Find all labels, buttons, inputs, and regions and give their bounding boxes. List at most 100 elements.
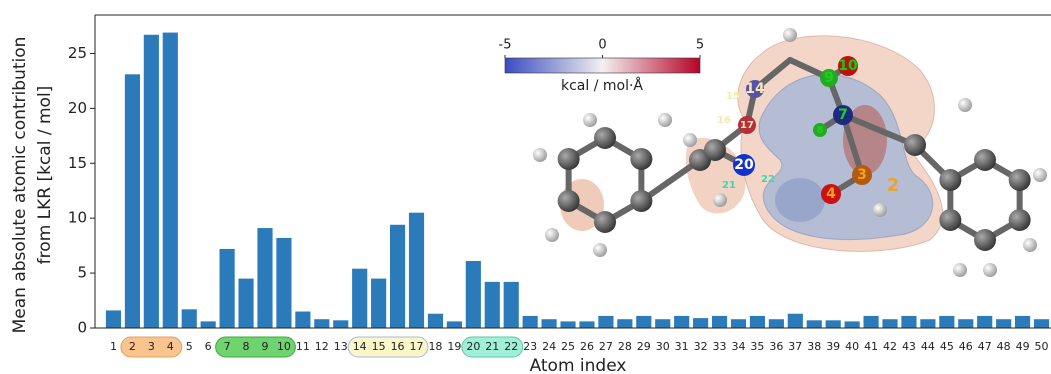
bar xyxy=(504,282,519,328)
bar xyxy=(977,316,992,328)
x-tick-label: 21 xyxy=(485,340,499,353)
bar xyxy=(220,249,235,328)
bar xyxy=(674,316,689,328)
x-tick-label: 41 xyxy=(864,340,878,353)
hydrogen-atom xyxy=(533,148,547,162)
colorbar-tick-label: 5 xyxy=(696,38,704,53)
carbon-atom xyxy=(594,211,616,233)
carbon-atom xyxy=(630,148,652,170)
atom-label: 22 xyxy=(761,174,775,185)
bar xyxy=(466,261,481,328)
bar xyxy=(901,316,916,328)
carbon-atom xyxy=(974,149,996,171)
bar xyxy=(693,318,708,328)
bar xyxy=(826,320,841,328)
atom-label: 4 xyxy=(826,186,836,202)
x-tick-label: 24 xyxy=(542,340,556,353)
x-tick-label: 34 xyxy=(731,340,745,353)
y-axis-label: from LKR [kcal / mol] xyxy=(35,86,55,265)
x-tick-label: 7 xyxy=(224,340,231,353)
atom-label: 17 xyxy=(740,120,754,131)
x-tick-label: 28 xyxy=(618,340,632,353)
bar xyxy=(106,310,121,328)
hydrogen-atom xyxy=(713,193,727,207)
x-tick-label: 47 xyxy=(978,340,992,353)
carbon-atom xyxy=(939,209,961,231)
x-tick-label: 8 xyxy=(243,340,250,353)
bar xyxy=(371,279,386,328)
carbon-atom xyxy=(558,148,580,170)
atom-label: 15 xyxy=(726,91,740,102)
x-tick-label: 19 xyxy=(447,340,461,353)
atom-label: 2 xyxy=(887,175,900,196)
bar xyxy=(996,319,1011,328)
carbon-atom xyxy=(1009,169,1031,191)
bar xyxy=(276,238,291,328)
bar xyxy=(201,321,216,328)
bar xyxy=(617,319,632,328)
x-tick-label: 3 xyxy=(148,340,155,353)
y-tick-label: 0 xyxy=(77,319,87,337)
bar xyxy=(485,282,500,328)
hydrogen-atom xyxy=(953,263,967,277)
x-tick-label: 33 xyxy=(713,340,727,353)
atom-label: 21 xyxy=(722,180,736,191)
x-tick-label: 23 xyxy=(523,340,537,353)
bar xyxy=(920,319,935,328)
bar xyxy=(655,319,670,328)
colorbar-tick-label: 0 xyxy=(598,38,606,53)
bar xyxy=(163,33,178,328)
x-tick-label: 46 xyxy=(959,340,973,353)
carbon-atom xyxy=(974,229,996,251)
x-tick-label: 2 xyxy=(129,340,136,353)
carbon-atom xyxy=(630,190,652,212)
bar xyxy=(295,312,310,328)
bar xyxy=(144,35,159,328)
x-tick-label: 49 xyxy=(1016,340,1030,353)
bar xyxy=(579,321,594,328)
carbon-atom xyxy=(704,139,726,161)
x-tick-label: 6 xyxy=(205,340,212,353)
x-tick-label: 44 xyxy=(921,340,935,353)
hydrogen-atom xyxy=(658,113,672,127)
x-tick-label: 30 xyxy=(656,340,670,353)
atom-label: 20 xyxy=(734,157,754,173)
bar xyxy=(238,279,253,328)
x-tick-label: 13 xyxy=(334,340,348,353)
x-tick-label: 22 xyxy=(504,340,518,353)
x-tick-label: 11 xyxy=(296,340,310,353)
bar xyxy=(1015,316,1030,328)
bar xyxy=(788,314,803,328)
hydrogen-atom xyxy=(583,113,597,127)
bar xyxy=(807,320,822,328)
bar xyxy=(314,319,329,328)
bar xyxy=(598,316,613,328)
x-tick-label: 48 xyxy=(997,340,1011,353)
bar xyxy=(542,319,557,328)
x-tick-label: 39 xyxy=(826,340,840,353)
y-tick-label: 15 xyxy=(68,154,87,172)
carbon-atom xyxy=(939,169,961,191)
hydrogen-atom xyxy=(958,98,972,112)
bar xyxy=(409,213,424,328)
hydrogen-atom xyxy=(983,263,997,277)
x-tick-label: 18 xyxy=(428,340,442,353)
y-tick-label: 25 xyxy=(68,44,87,62)
atom-label: 16 xyxy=(717,115,731,126)
colorbar-tick-label: -5 xyxy=(499,38,512,53)
bar xyxy=(182,309,197,328)
x-tick-label: 29 xyxy=(637,340,651,353)
x-tick-label: 25 xyxy=(561,340,575,353)
y-tick-label: 5 xyxy=(77,264,87,282)
bar xyxy=(523,316,538,328)
chart: 0510152025123456789101112131415161718192… xyxy=(0,0,1051,374)
x-tick-label: 1 xyxy=(110,340,117,353)
atom-label: 9 xyxy=(824,70,834,86)
x-tick-label: 31 xyxy=(675,340,689,353)
x-tick-label: 27 xyxy=(599,340,613,353)
hydrogen-atom xyxy=(873,203,887,217)
hydrogen-atom xyxy=(593,243,607,257)
bar xyxy=(939,316,954,328)
bar xyxy=(958,319,973,328)
